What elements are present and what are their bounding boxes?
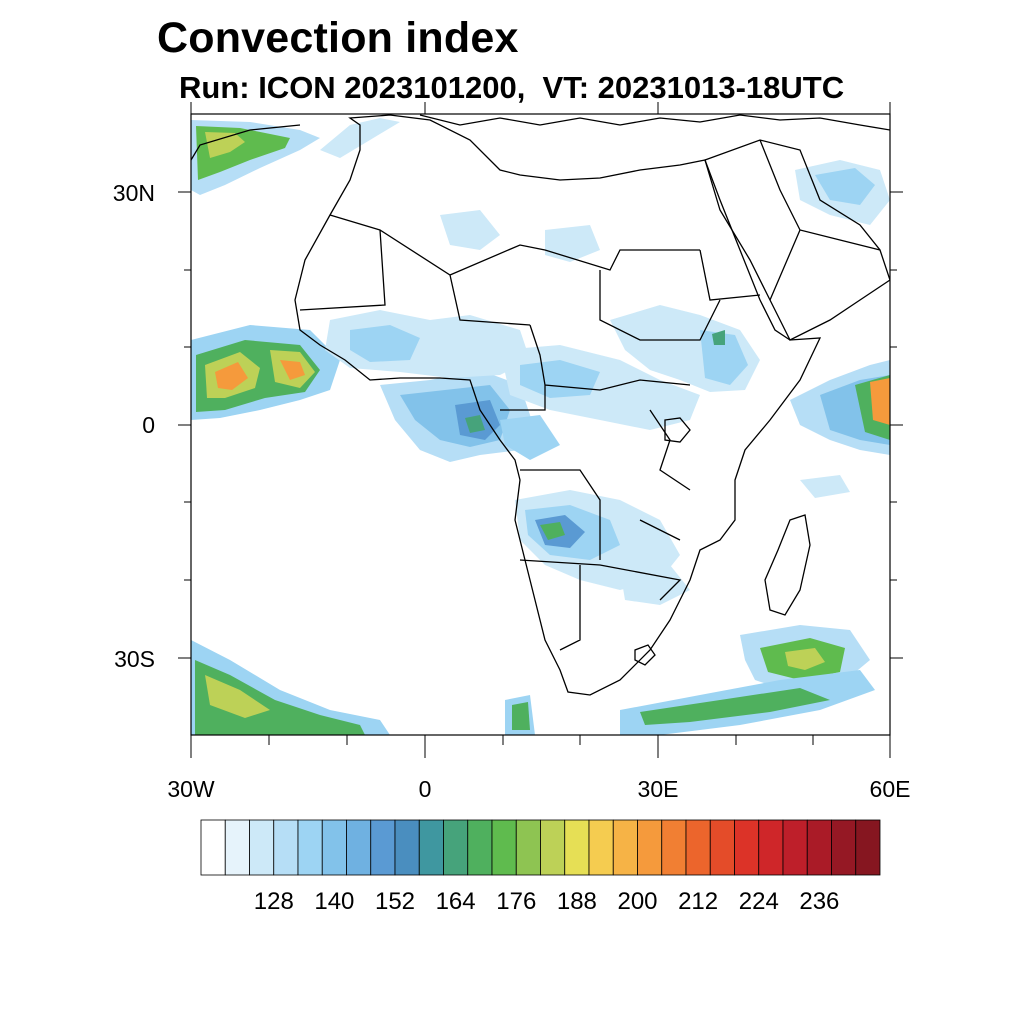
convection-field — [191, 118, 890, 735]
colorbar-label: 152 — [374, 888, 416, 915]
colorbar-swatch — [564, 819, 590, 876]
colorbar-swatch — [515, 819, 541, 876]
colorbar-label: 200 — [617, 888, 658, 915]
colorbar-label: 140 — [314, 888, 355, 915]
country-borders — [299, 214, 761, 651]
colorbar-swatch — [491, 819, 517, 876]
colorbar-swatch — [467, 819, 493, 876]
axis-ticks — [178, 102, 903, 758]
arabia-coastline — [704, 139, 890, 341]
lesotho — [634, 644, 656, 666]
colorbar-swatch — [588, 819, 614, 876]
europe-coastline — [191, 114, 890, 161]
colorbar — [200, 819, 881, 876]
colorbar-label: 176 — [496, 888, 537, 915]
colorbar-label: 128 — [253, 888, 294, 915]
colorbar-swatch — [346, 819, 372, 876]
chart-subtitle: Run: ICON 2023101200, VT: 20231013-18UTC — [179, 70, 845, 105]
lat-label-0: 0 — [142, 412, 155, 438]
colorbar-swatch — [394, 819, 420, 876]
colorbar-label: 188 — [556, 888, 597, 915]
colorbar-swatch — [637, 819, 663, 876]
colorbar-swatch — [855, 819, 881, 876]
colorbar-swatch — [200, 819, 226, 876]
lake-victoria — [664, 417, 691, 443]
colorbar-swatch — [540, 819, 566, 876]
colorbar-swatch — [806, 819, 832, 876]
lon-label-30e: 30E — [637, 776, 679, 802]
colorbar-swatch — [685, 819, 711, 876]
colorbar-swatch — [661, 819, 687, 876]
colorbar-label: 224 — [738, 888, 779, 915]
lat-label-30n: 30N — [112, 180, 155, 206]
colorbar-swatch — [831, 819, 857, 876]
colorbar-label: 212 — [678, 888, 719, 915]
colorbar-swatch — [734, 819, 760, 876]
colorbar-label: 236 — [799, 888, 840, 915]
colorbar-swatch — [249, 819, 275, 876]
colorbar-swatch — [443, 819, 469, 876]
africa-coastline — [294, 114, 822, 696]
colorbar-swatch — [782, 819, 808, 876]
colorbar-swatch — [273, 819, 299, 876]
arabia-borders — [759, 139, 881, 301]
colorbar-swatch — [758, 819, 784, 876]
lat-label-30s: 30S — [114, 646, 155, 672]
colorbar-swatch — [612, 819, 638, 876]
lon-label-30w: 30W — [167, 776, 215, 802]
colorbar-swatch — [370, 819, 396, 876]
lon-label-0: 0 — [418, 776, 432, 802]
africa-map — [191, 114, 890, 696]
madagascar — [764, 514, 811, 616]
colorbar-swatch — [321, 819, 347, 876]
colorbar-swatch — [224, 819, 250, 876]
colorbar-swatch — [418, 819, 444, 876]
lon-label-60e: 60E — [869, 776, 911, 802]
colorbar-swatch — [297, 819, 323, 876]
chart-title: Convection index — [157, 14, 519, 62]
colorbar-swatch — [709, 819, 735, 876]
colorbar-label: 164 — [435, 888, 476, 915]
